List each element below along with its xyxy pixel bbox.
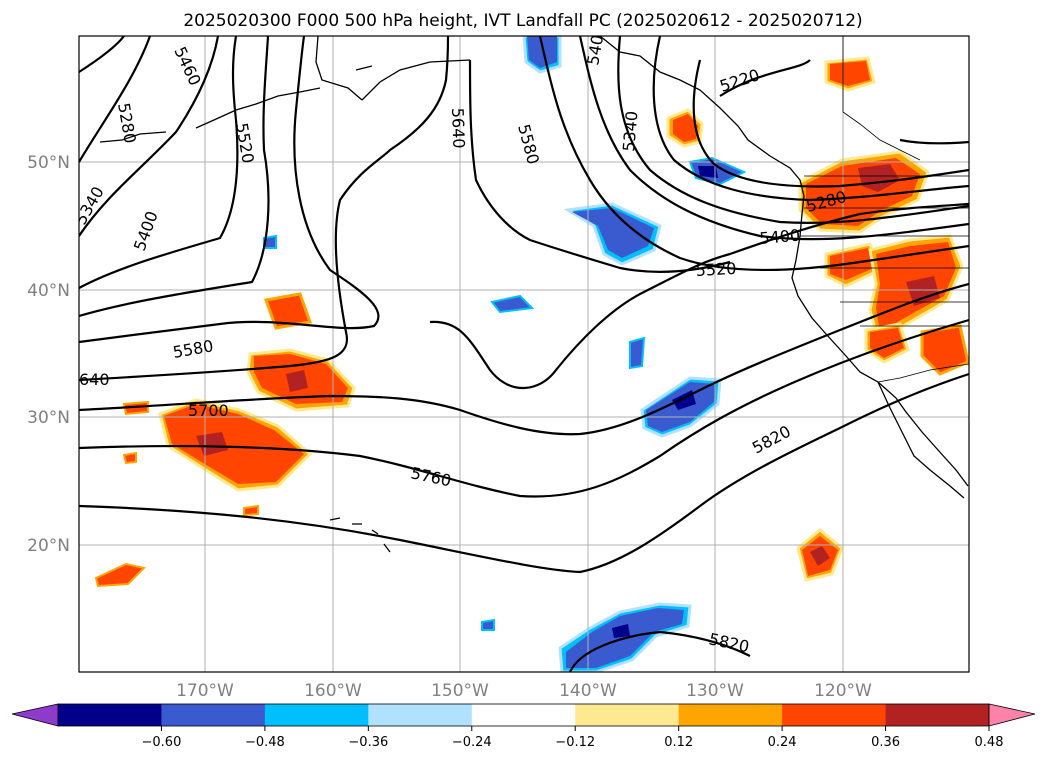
border-alaska-canada [842,36,921,161]
shade-neg-south-small [481,618,495,631]
colorbar-tick-label: −0.48 [245,735,285,750]
colorbar-box [58,704,162,726]
lat-label: 20°N [27,536,70,556]
contour-label: 5520 [695,259,737,280]
colorbar-box [368,704,473,726]
shade-pos-small-sw [94,562,146,588]
colorbar-box [264,704,369,726]
shade-pos-gulf-core [830,61,870,86]
lon-label: 170°W [176,681,234,701]
lon-label: 140°W [559,681,617,701]
coast-bc [769,155,805,215]
colorbar-frame [57,703,990,727]
map-frame [78,35,970,673]
shade-neg-east-pacific-core [572,208,654,258]
colorbar-tick-label: −0.60 [142,735,182,750]
border-us-mexico [877,363,969,383]
shade-neg-south-dark [612,624,630,638]
coast-alaska [315,36,771,157]
contour-5820 [79,372,969,574]
shade-pos-small-blob-2 [243,504,259,517]
contour-trough-5580 [468,59,731,273]
shade-neg-north-core [527,36,557,68]
contour-5520-west [79,36,270,318]
shade-pos-subtropical-core [164,404,304,484]
contour-5820-south [568,630,751,672]
colorbar-box [885,704,990,726]
contour-5280-west [79,36,125,73]
contour-5640 [79,36,450,382]
lat-label: 50°N [27,153,70,173]
colorbar-extend-min [11,703,59,727]
contour-label: 5640 [448,107,468,148]
latitude-labels: 50°N 40°N 30°N 20°N [27,153,70,556]
shade-pos-interior-south-core [870,328,904,358]
colorbar-box [161,704,266,726]
colorbar-tick-label: 0.36 [871,735,900,750]
colorbar-box [471,704,576,726]
colorbar: −0.60 −0.48 −0.36 −0.24 −0.12 0.12 0.24 0.36 0.4… [11,703,1036,750]
contour-5580-west [79,36,380,344]
colorbar-tick-label: −0.36 [348,735,388,750]
contour-5340-east [652,36,969,202]
shade-neg-coastal-dark [698,166,718,178]
contour-label: 5340 [619,110,641,152]
contour-5400-east [617,36,969,224]
lon-label: 130°W [686,681,744,701]
contour-label: 5400 [759,226,801,248]
contour-5460 [79,36,239,289]
colorbar-tick-label: 0.12 [664,735,693,750]
shade-pos-west-coast-dark [858,164,900,192]
colorbar-tick-label: −0.12 [555,735,595,750]
border-state-1 [800,207,969,327]
contour-label: 5700 [188,401,229,420]
contour-5280-east [692,59,969,188]
contour-5760 [79,318,969,498]
shade-pos-southwest [920,324,969,376]
colorbar-tick-label: 0.24 [768,735,797,750]
gridlines [79,36,969,672]
shade-pos-small-blob [122,451,137,465]
shade-pos-baja-dark [810,546,830,566]
shade-pos-central-north [263,292,313,330]
contour-low-center [429,202,969,390]
shade-neg-mid [490,294,535,314]
colorbar-box [782,704,887,726]
coast-aleutians [99,65,373,143]
height-contours [79,36,969,672]
positive-shading [94,56,969,588]
colorbar-extend-max [988,703,1036,727]
shade-pos-subtropical-dark [196,432,228,456]
shade-pos-ne-pacific-core [673,114,698,142]
country-borders [800,36,969,383]
lat-label: 40°N [27,281,70,301]
shade-neg-small-2 [629,336,646,370]
contour-5340-west [79,36,152,163]
colorbar-tick-label: −0.24 [452,735,492,750]
figure-title: 2025020300 F000 500 hPa height, IVT Land… [183,11,862,31]
lon-label: 120°W [814,681,872,701]
coast-hawaii [329,517,391,553]
shade-pos-interior-dark [906,276,940,306]
lat-label: 30°N [27,408,70,428]
shade-pos-small-west [122,400,149,416]
contour-5400-west [79,36,220,237]
longitude-labels: 170°W 160°W 150°W 140°W 130°W 120°W [176,681,872,701]
lon-label: 160°W [304,681,362,701]
colorbar-box [678,704,783,726]
contour-5460-east [578,36,969,241]
colorbar-boxes [58,704,990,726]
colorbar-tick-label: 0.48 [975,735,1004,750]
coast-baja [877,381,965,499]
contour-5700 [79,282,969,436]
shade-pos-central-dark [286,370,308,392]
lon-label: 150°W [431,681,489,701]
map-panel: 5280 5460 5520 5640 5580 540 5340 5220 5… [27,35,970,701]
contour-label: 640 [79,370,110,389]
contour-5220 [719,59,969,145]
colorbar-ticks: −0.60 −0.48 −0.36 −0.24 −0.12 0.12 0.24 0.36 0.4… [142,726,1004,750]
contour-5520-east [538,36,969,271]
colorbar-box [575,704,680,726]
